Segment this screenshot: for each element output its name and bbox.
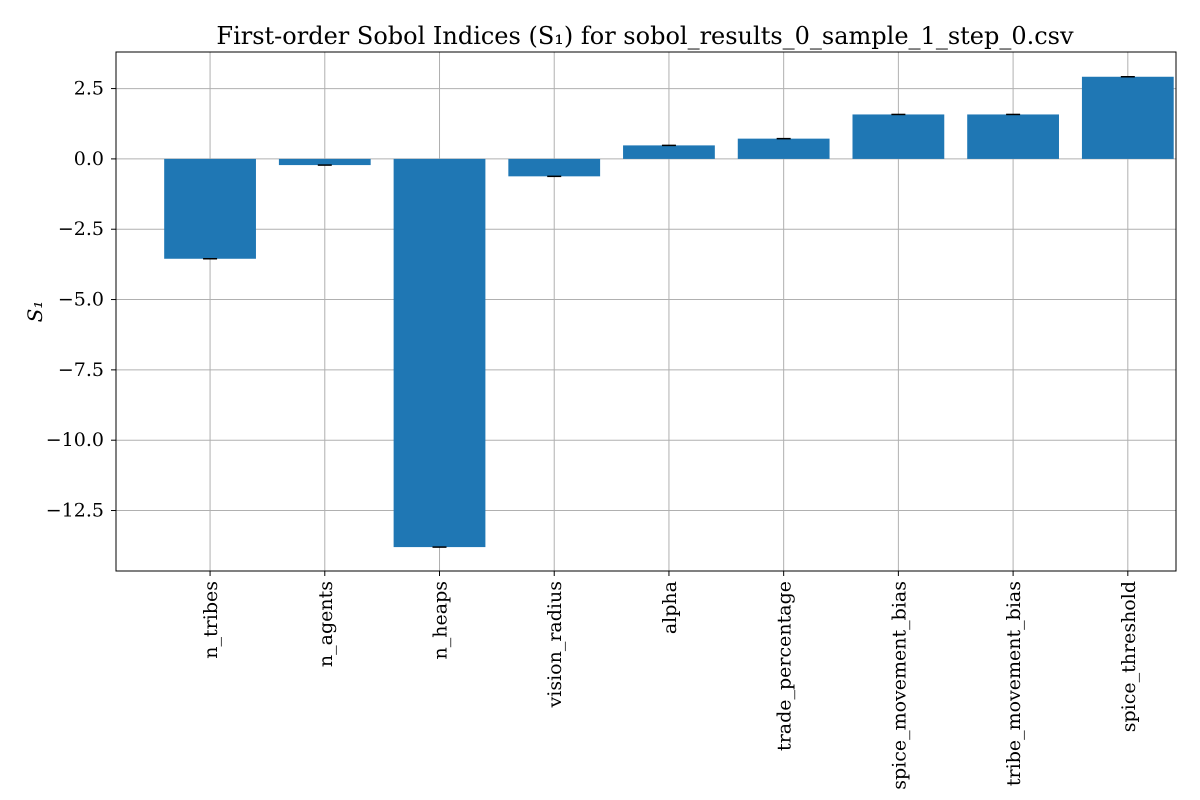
bar-alpha [623,145,715,159]
bar-spice-movement-bias [852,114,945,159]
x-tick-label: alpha [659,581,681,634]
x-tick-label: vision_radius [544,581,566,708]
bar-n-tribes [164,158,256,259]
y-tick-label: −5.0 [58,289,104,311]
plot-frame [115,51,1177,572]
x-tick-label: n_heaps [430,581,452,659]
bar-spice-threshold [1081,76,1174,159]
y-tick-label: −2.5 [58,218,104,240]
x-tick-label: spice_threshold [1118,581,1140,732]
x-tick-label: spice_movement_bias [888,581,910,790]
x-tick-label: n_tribes [200,581,222,659]
y-tick-label: −12.5 [46,500,104,522]
bar-tribe-movement-bias [967,114,1059,159]
y-tick-label: −10.0 [46,429,104,451]
y-axis-ticks: 2.5 0.0 −2.5 −5.0 −7.5 −10.0 −12.5 [46,78,116,522]
x-tick-label: tribe_movement_bias [1003,581,1025,786]
grid-lines [116,52,1176,571]
bar-trade-percentage [737,138,830,159]
x-tick-label: n_agents [315,581,337,667]
y-tick-label: −7.5 [58,359,104,381]
x-axis-ticks: n_tribes n_agents n_heaps vision_radius alph… [200,571,1140,790]
bar-n-agents [278,158,371,166]
y-tick-label: 2.5 [74,78,104,100]
chart-title: First-order Sobol Indices (S₁) for sobol… [216,22,1074,50]
error-bars [203,76,1135,548]
x-tick-label: trade_percentage [774,581,796,751]
y-tick-label: 0.0 [74,148,104,170]
bar-vision-radius [508,158,601,177]
bar-n-heaps [393,158,486,548]
y-axis-label: S₁ [23,301,47,323]
bars [164,76,1174,548]
